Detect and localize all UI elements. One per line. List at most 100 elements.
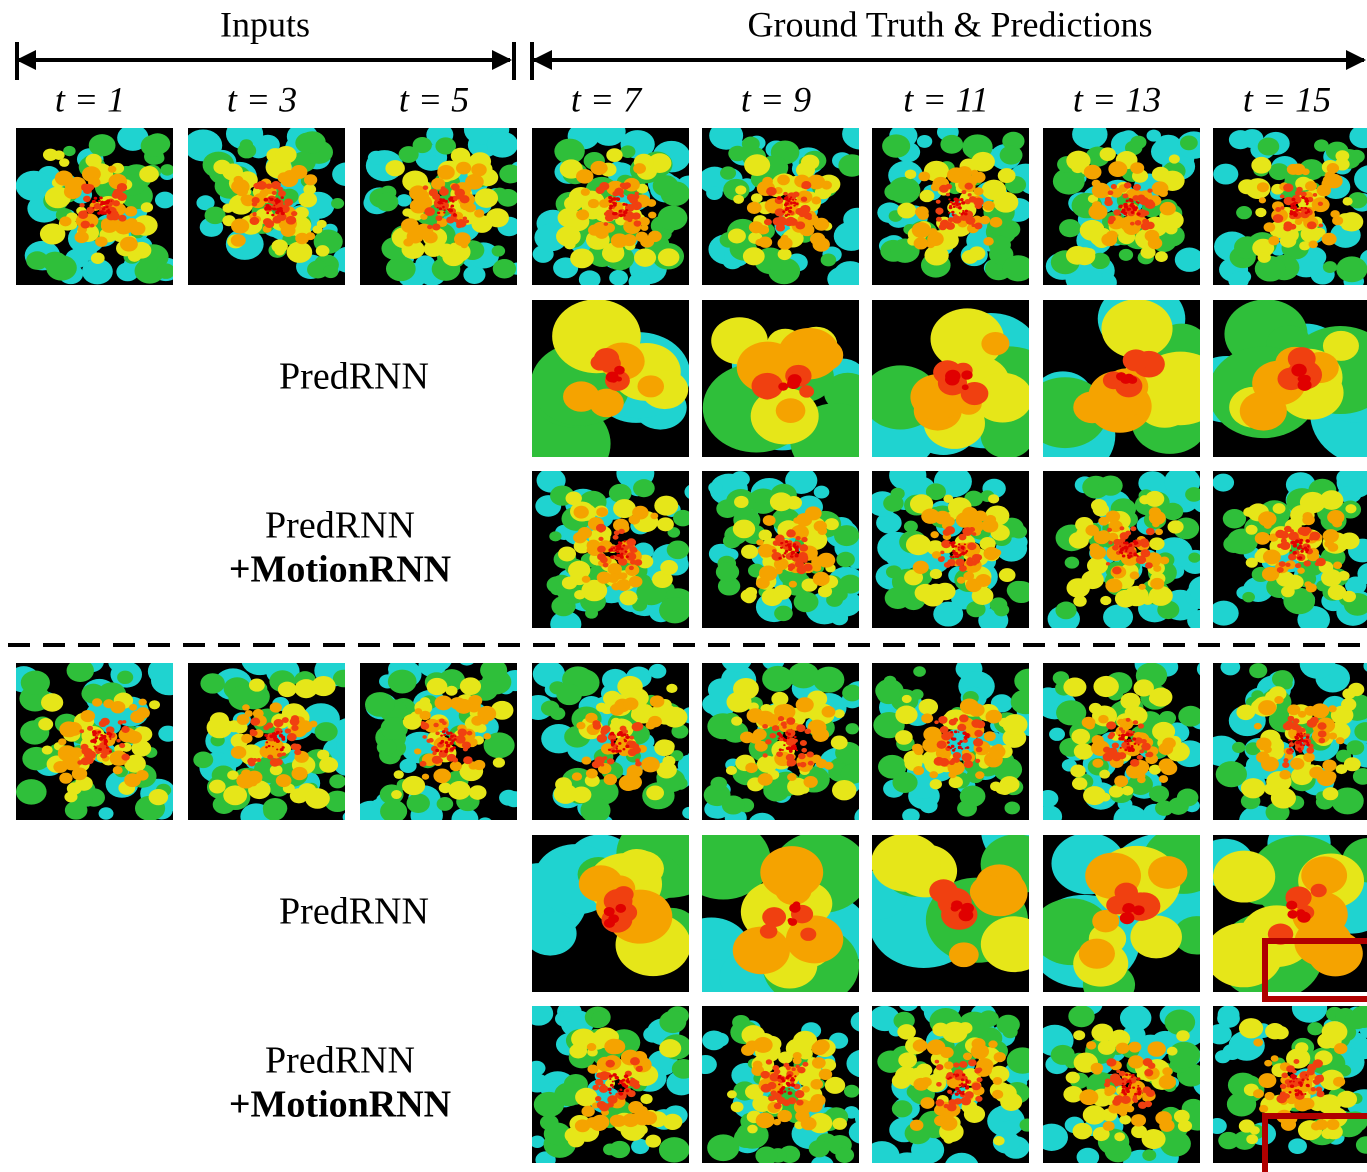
echo-blob (450, 761, 462, 771)
echo-blob (592, 1085, 599, 1091)
echo-blob (949, 719, 957, 726)
echo-blob (1309, 723, 1313, 727)
echo-blob (650, 513, 658, 520)
echo-blob (923, 714, 931, 721)
radar-image (1203, 649, 1367, 837)
echo-blob (1158, 189, 1168, 197)
echo-blob (286, 216, 297, 225)
echo-blob (638, 1066, 642, 1069)
echo-blob (333, 670, 354, 688)
echo-blob (1215, 1050, 1231, 1063)
echo-blob (1316, 1091, 1324, 1098)
echo-blob (128, 251, 142, 262)
echo-blob (1342, 688, 1355, 699)
echo-blob (940, 556, 945, 560)
echo-blob (778, 248, 792, 260)
echo-blob (1131, 1114, 1146, 1127)
echo-blob (335, 756, 359, 776)
echo-blob (1142, 1149, 1156, 1161)
echo-blob (1337, 535, 1351, 547)
echo-blob (587, 1043, 597, 1051)
echo-blob (1336, 256, 1367, 282)
echo-blob (955, 1073, 959, 1076)
echo-blob (1213, 164, 1238, 185)
echo-blob (439, 742, 442, 745)
echo-blob (616, 547, 618, 548)
echo-blob (711, 777, 728, 791)
echo-blob (843, 208, 871, 232)
echo-blob (1135, 220, 1142, 226)
echo-blob (579, 270, 601, 288)
echo-blob (630, 1090, 635, 1094)
echo-blob (274, 740, 276, 742)
echo-blob (105, 205, 108, 208)
echo-blob (399, 146, 419, 163)
echo-blob (617, 732, 621, 736)
echo-blob (1318, 738, 1325, 744)
echo-blob (1005, 802, 1020, 815)
echo-blob (962, 212, 965, 214)
echo-blob (1300, 649, 1336, 679)
echo-blob (1343, 197, 1353, 205)
echo-blob (1292, 1069, 1297, 1073)
echo-blob (1148, 856, 1187, 889)
echo-blob (451, 205, 455, 208)
echo-blob (92, 698, 102, 707)
echo-blob (1212, 474, 1234, 492)
echo-blob (606, 372, 619, 383)
echo-blob (612, 191, 618, 196)
echo-blob (275, 733, 278, 735)
echo-blob (1280, 1091, 1286, 1096)
echo-blob (971, 170, 979, 177)
echo-blob (950, 1093, 952, 1095)
echo-blob (610, 549, 613, 551)
echo-blob (897, 1024, 916, 1039)
echo-blob (437, 797, 454, 811)
echo-blob (1304, 733, 1306, 734)
echo-blob (609, 270, 628, 286)
echo-blob (454, 735, 456, 737)
radar-image (1209, 467, 1367, 633)
echo-blob (803, 776, 817, 788)
echo-blob (1138, 584, 1145, 590)
echo-blob (1332, 519, 1342, 527)
echo-blob (1100, 596, 1111, 605)
echo-blob (954, 730, 957, 733)
echo-blob (657, 517, 674, 531)
echo-blob (721, 647, 752, 672)
echo-blob (1129, 1084, 1132, 1086)
echo-blob (786, 754, 795, 761)
echo-blob (573, 532, 587, 543)
echo-blob (1305, 1074, 1307, 1076)
echo-blob (420, 722, 429, 729)
echo-blob (497, 189, 518, 207)
echo-blob (611, 742, 615, 746)
echo-blob (709, 121, 743, 149)
echo-blob (1105, 578, 1122, 592)
echo-blob (822, 706, 836, 718)
echo-blob (883, 495, 904, 512)
echo-blob (635, 758, 640, 762)
echo-blob (949, 556, 951, 558)
echo-blob (1290, 758, 1304, 770)
echo-blob (1128, 208, 1131, 211)
echo-blob (755, 1147, 777, 1166)
echo-blob (756, 578, 770, 589)
echo-blob (278, 187, 283, 192)
echo-blob (1152, 521, 1159, 527)
echo-blob (1002, 714, 1027, 735)
echo-blob (993, 1136, 1004, 1146)
echo-blob (1079, 1089, 1098, 1105)
echo-blob (446, 732, 450, 735)
echo-blob (1246, 525, 1258, 535)
echo-blob (252, 202, 257, 207)
echo-blob (1265, 1092, 1275, 1100)
echo-blob (1098, 1040, 1116, 1055)
echo-blob (807, 216, 812, 220)
echo-blob (92, 733, 95, 736)
echo-blob (478, 817, 493, 830)
echo-blob (1297, 568, 1305, 574)
echo-blob (1070, 764, 1085, 777)
echo-blob (777, 1091, 780, 1093)
echo-blob (762, 177, 773, 186)
